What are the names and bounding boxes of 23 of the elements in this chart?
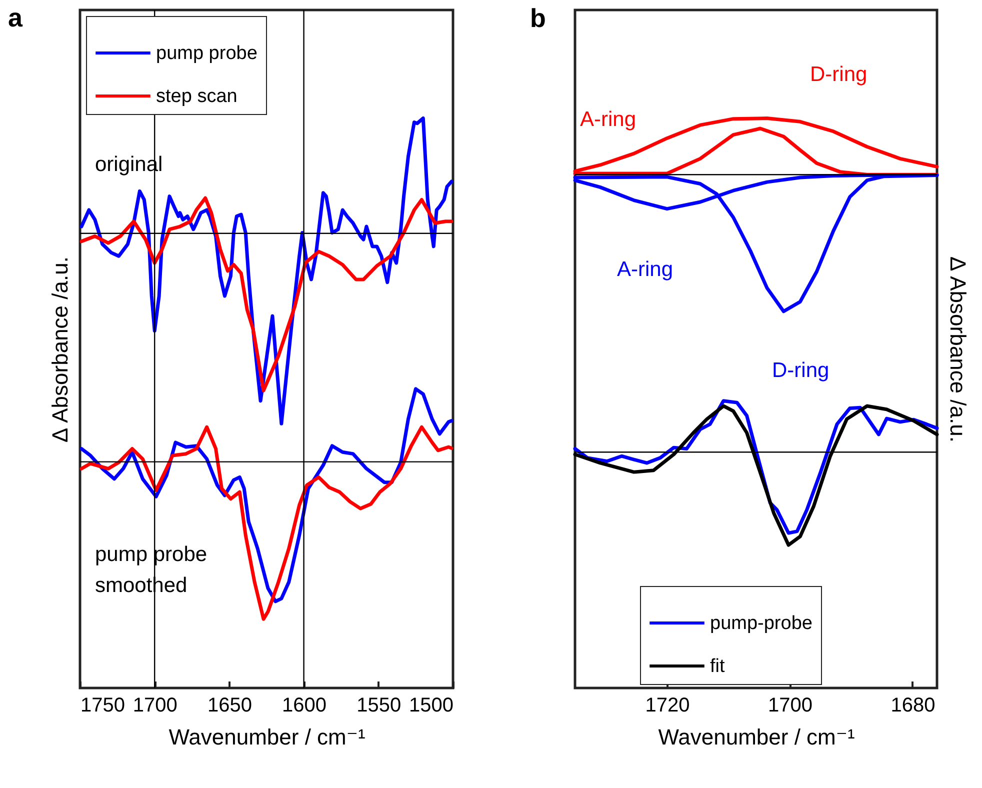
- chart-title: b: [530, 3, 546, 33]
- x-tick-label: 1720: [645, 694, 690, 716]
- text: D-ring: [810, 63, 868, 86]
- legend-label: step scan: [156, 86, 238, 107]
- chart-title: a: [8, 2, 23, 32]
- x-axis-title: Wavenumber / cm⁻¹: [168, 724, 366, 750]
- legend-label: pump-probe: [710, 613, 812, 634]
- legend-label: fit: [710, 656, 726, 677]
- legend-label: pump probe: [156, 43, 258, 64]
- annotation: A-ring: [617, 258, 674, 281]
- x-tick-label: 1750: [80, 694, 125, 716]
- annotation: D-ring: [772, 359, 830, 382]
- x-tick-label: 1650: [207, 694, 252, 716]
- y2-axis-title: Δ Absorbance /a.u.: [946, 256, 970, 442]
- x-tick-label: 1700: [132, 694, 178, 716]
- x-tick-label: 1500: [409, 694, 454, 716]
- x-tick-label: 1680: [890, 694, 936, 716]
- x-tick-label: 1700: [768, 694, 812, 716]
- x-axis-title: Wavenumber / cm⁻¹: [658, 724, 855, 750]
- annotation: A-ring: [580, 108, 636, 131]
- x-tick-label: 1600: [282, 694, 327, 716]
- x-tick-label: 1550: [356, 694, 402, 716]
- y-axis-title: Δ Absorbance /a.u.: [48, 256, 72, 442]
